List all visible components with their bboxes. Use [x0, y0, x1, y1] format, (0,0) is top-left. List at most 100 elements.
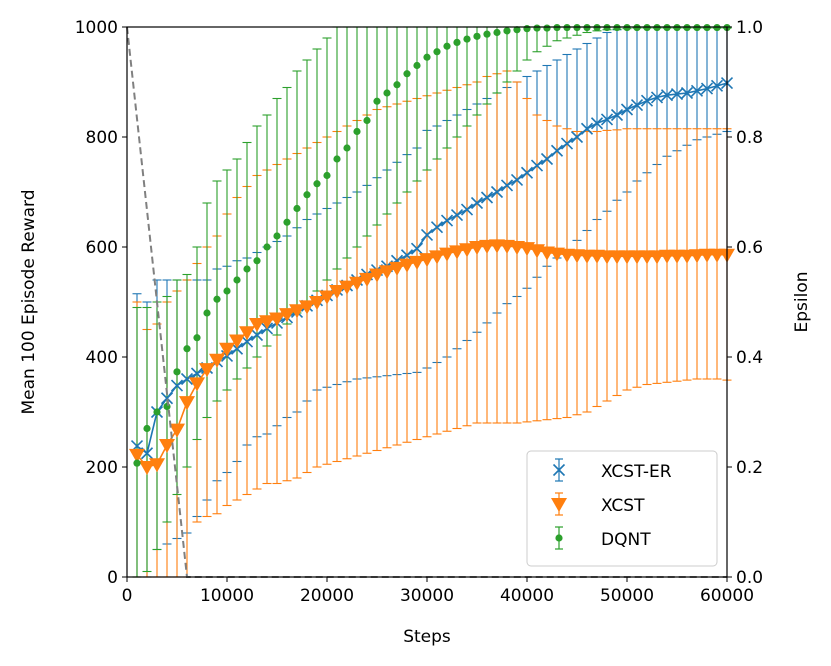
data-point-dqnt: [393, 81, 401, 89]
marker-stroke: [230, 342, 244, 355]
data-point-dqnt: [133, 459, 141, 467]
data-point-xcst: [449, 245, 465, 260]
data-point-dqnt: [223, 287, 231, 295]
data-point-xcst: [579, 249, 595, 264]
data-point-dqnt: [463, 35, 471, 43]
data-point-xcst-er: [580, 122, 594, 135]
data-point-xcst-er: [710, 79, 724, 92]
legend-marker-dqnt: [555, 534, 563, 542]
data-point-xcst-er: [410, 242, 424, 255]
data-point-xcst-er: [640, 94, 654, 107]
data-point-dqnt: [243, 265, 251, 273]
data-point-dqnt: [473, 32, 481, 40]
data-point-xcst-er: [170, 379, 184, 392]
marker-stroke: [420, 228, 434, 241]
data-point-xcst: [229, 334, 245, 349]
marker-stroke: [530, 159, 544, 172]
y2-tick-label: 1.0: [736, 18, 763, 38]
marker-stroke: [460, 203, 474, 216]
data-point-dqnt: [403, 70, 411, 78]
data-point-xcst: [239, 326, 255, 341]
data-point-dqnt: [183, 345, 191, 353]
data-point-dqnt: [153, 408, 161, 416]
data-point-xcst: [399, 258, 415, 273]
legend-frame: [526, 450, 718, 567]
data-point-xcst-er: [250, 328, 264, 342]
data-point-dqnt: [353, 127, 361, 136]
marker-stroke: [140, 447, 154, 460]
legend-label-xcst: XCST: [601, 496, 645, 516]
data-point-dqnt: [303, 191, 311, 199]
marker-stroke: [500, 179, 514, 192]
data-point-xcst-er: [690, 84, 704, 97]
data-point-xcst-er: [620, 103, 634, 116]
data-point-xcst-er: [670, 88, 684, 101]
data-point-xcst-er: [650, 91, 664, 104]
data-point-xcst-er: [510, 173, 524, 186]
data-point-xcst: [219, 342, 235, 357]
marker-stroke: [580, 122, 594, 135]
data-point-dqnt: [193, 334, 201, 342]
data-point-xcst: [419, 253, 435, 268]
data-point-dqnt: [253, 257, 261, 265]
data-point-xcst: [169, 423, 185, 438]
y-tick-label: 200: [86, 458, 118, 478]
data-point-xcst: [129, 448, 145, 463]
marker-stroke: [510, 173, 524, 186]
marker-stroke: [630, 99, 644, 112]
data-point-dqnt: [203, 309, 211, 317]
x-tick-label: 40000: [500, 586, 554, 606]
x-tick-label: 60000: [700, 586, 754, 606]
data-point-xcst: [429, 250, 445, 265]
data-point-dqnt: [423, 53, 431, 61]
data-point-xcst-er: [500, 179, 514, 192]
series-line-xcst-er: [136, 82, 728, 455]
marker-stroke: [610, 108, 624, 122]
marker-stroke: [560, 137, 574, 150]
data-point-xcst-er: [570, 130, 584, 144]
data-point-dqnt: [503, 27, 511, 35]
y-axis-label: Mean 100 Episode Reward: [19, 189, 39, 414]
data-point-xcst: [339, 280, 355, 295]
data-point-xcst-er: [550, 144, 564, 157]
y-tick-label: 800: [86, 128, 118, 148]
data-point-xcst: [289, 304, 305, 319]
series-xcst: [129, 239, 735, 475]
data-point-xcst: [679, 249, 695, 264]
legend-marker-xcst-er: [552, 463, 566, 477]
legend-items: [551, 458, 567, 550]
data-point-xcst: [379, 265, 395, 280]
data-point-xcst-er: [560, 137, 574, 150]
data-point-dqnt: [483, 30, 491, 38]
data-point-xcst: [659, 249, 675, 264]
marker-stroke: [590, 117, 604, 130]
data-point-xcst: [369, 268, 385, 283]
marker-stroke: [650, 91, 664, 104]
data-point-xcst: [469, 241, 485, 255]
marker-stroke: [620, 103, 634, 116]
data-point-xcst: [309, 296, 325, 310]
data-point-dqnt: [433, 48, 441, 56]
marker-stroke: [690, 84, 704, 97]
data-point-xcst: [179, 396, 195, 411]
data-point-xcst: [689, 249, 705, 264]
data-point-xcst: [669, 249, 685, 264]
marker-stroke: [570, 130, 584, 144]
data-point-xcst-er: [460, 203, 474, 216]
data-point-xcst-er: [630, 99, 644, 112]
y2-tick-label: 0.0: [736, 568, 763, 588]
data-point-xcst-er: [610, 108, 624, 122]
marker-stroke: [552, 463, 566, 477]
marker-stroke: [180, 372, 194, 386]
marker-stroke: [410, 242, 424, 255]
data-point-dqnt: [533, 24, 541, 32]
data-point-xcst: [649, 250, 665, 265]
x-tick-label: 30000: [400, 586, 454, 606]
legend-label-dqnt: DQNT: [601, 530, 651, 550]
data-point-xcst: [269, 312, 285, 327]
data-point-xcst: [259, 315, 275, 330]
legend-label-xcst-er: XCST-ER: [601, 462, 672, 482]
data-point-dqnt: [323, 171, 331, 180]
data-point-xcst-er: [540, 152, 554, 166]
